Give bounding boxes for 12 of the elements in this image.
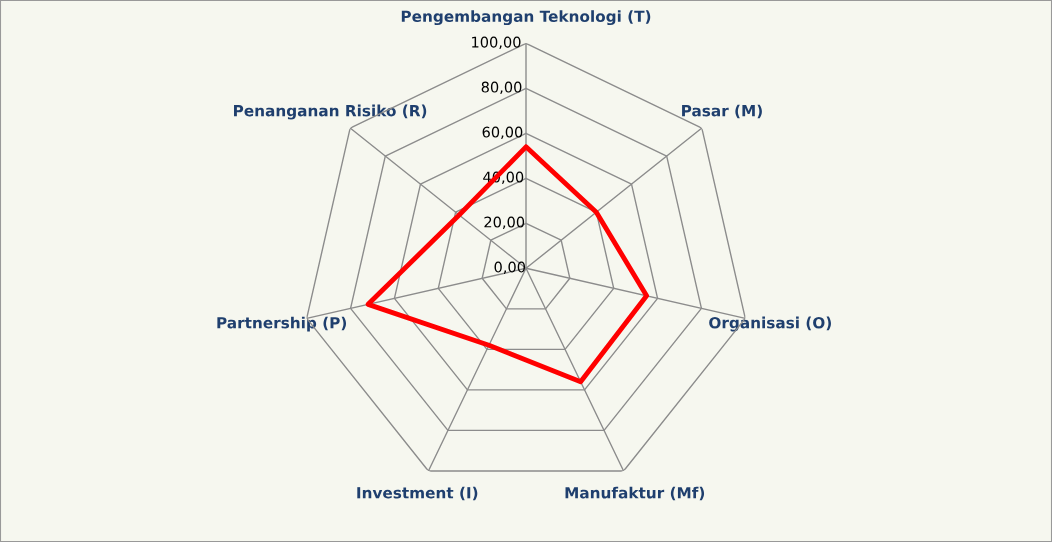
spoke-label: Penanganan Risiko (R) [234, 104, 427, 120]
y-tick-label: 60,00 [482, 126, 523, 140]
spoke-label: Pasar (M) [682, 104, 762, 119]
y-tick-label: 20,00 [484, 216, 525, 230]
y-tick-label: 100,00 [472, 36, 521, 50]
spoke-label: Investment (I) [357, 486, 478, 501]
spoke-label: Organisasi (O) [709, 316, 831, 332]
y-tick-label: 80,00 [481, 81, 522, 95]
y-tick-label: 0,00 [494, 261, 526, 275]
spoke-label: Pengembangan Teknologi (T) [401, 10, 651, 26]
spoke-label: Manufaktur (Mf) [565, 486, 705, 501]
spoke-label: Partnership (P) [217, 316, 347, 332]
